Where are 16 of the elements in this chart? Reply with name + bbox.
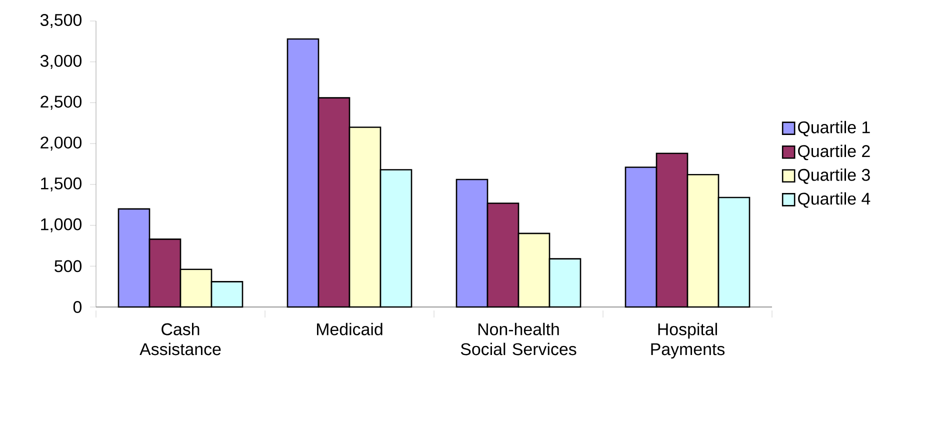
x-tick-label: Non-health Social Services bbox=[460, 322, 576, 356]
y-tick-label: 1,000 bbox=[41, 218, 82, 232]
x-tick-label: Cash Assistance bbox=[140, 322, 221, 356]
x-tick-label: Hospital Payments bbox=[651, 322, 725, 359]
y-tick-label: 3,500 bbox=[40, 14, 82, 28]
y-tick-label: 3,000 bbox=[40, 54, 82, 69]
legend-label: Quartile 2 bbox=[798, 144, 870, 160]
y-tick-label: 2,000 bbox=[40, 136, 82, 151]
legend-label: Quartile 4 bbox=[798, 192, 870, 208]
y-tick-label: 1,500 bbox=[41, 177, 82, 192]
y-tick-label: 500 bbox=[54, 260, 82, 272]
y-tick-label: 0 bbox=[73, 301, 82, 313]
x-tick-label: Medicaid bbox=[317, 322, 382, 336]
y-tick-label: 2,500 bbox=[40, 96, 82, 110]
legend-label: Quartile 3 bbox=[798, 168, 870, 184]
legend-label: Quartile 1 bbox=[798, 120, 870, 136]
